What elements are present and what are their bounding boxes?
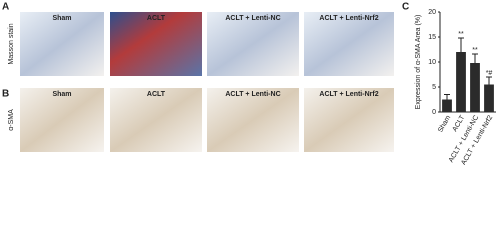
- image-title: ACLT: [147, 15, 166, 22]
- image-title: Sham: [52, 91, 71, 98]
- annotation: **: [458, 31, 464, 38]
- image-panels: [20, 12, 394, 152]
- annotation: *#: [486, 70, 493, 77]
- bar: [484, 84, 494, 112]
- image: [207, 12, 299, 76]
- error-bar: [472, 53, 478, 63]
- image-title: ACLT + Lenti-Nrf2: [319, 15, 378, 22]
- image: [110, 12, 202, 76]
- image: [20, 12, 104, 76]
- image-title: ACLT + Lenti-Nrf2: [319, 91, 378, 98]
- image-title: ACLT: [147, 91, 166, 98]
- y-tick-label: 0: [432, 109, 436, 116]
- image-title: Sham: [52, 15, 71, 22]
- y-tick-label: 5: [432, 84, 436, 91]
- error-bar: [444, 94, 450, 100]
- y-axis-label: Expression of α-SMA Area (%): [415, 15, 422, 110]
- row-label: Masson stain: [8, 23, 15, 64]
- panel-label: B: [2, 89, 9, 100]
- image: [304, 12, 394, 76]
- row-label: α-SMA: [8, 109, 15, 131]
- panel-label: A: [2, 2, 9, 13]
- image-title: ACLT + Lenti-NC: [225, 91, 280, 98]
- bar: [470, 63, 480, 112]
- y-tick-label: 15: [428, 34, 436, 41]
- image-title: ACLT + Lenti-NC: [225, 15, 280, 22]
- figure: A B C Masson stain α-SMA Sham Sham ACLT ACL…: [2, 2, 496, 166]
- panel-label: C: [402, 2, 409, 13]
- error-bar: [486, 76, 492, 85]
- y-tick-label: 20: [428, 9, 436, 16]
- image: [304, 88, 394, 152]
- image: [110, 88, 202, 152]
- image: [207, 88, 299, 152]
- x-tick-label: Sham: [437, 114, 452, 133]
- y-tick-label: 10: [428, 59, 436, 66]
- error-bar: [458, 37, 464, 52]
- bar: [442, 99, 452, 112]
- annotation: **: [472, 47, 478, 54]
- bar: [456, 52, 466, 112]
- image: [20, 88, 104, 152]
